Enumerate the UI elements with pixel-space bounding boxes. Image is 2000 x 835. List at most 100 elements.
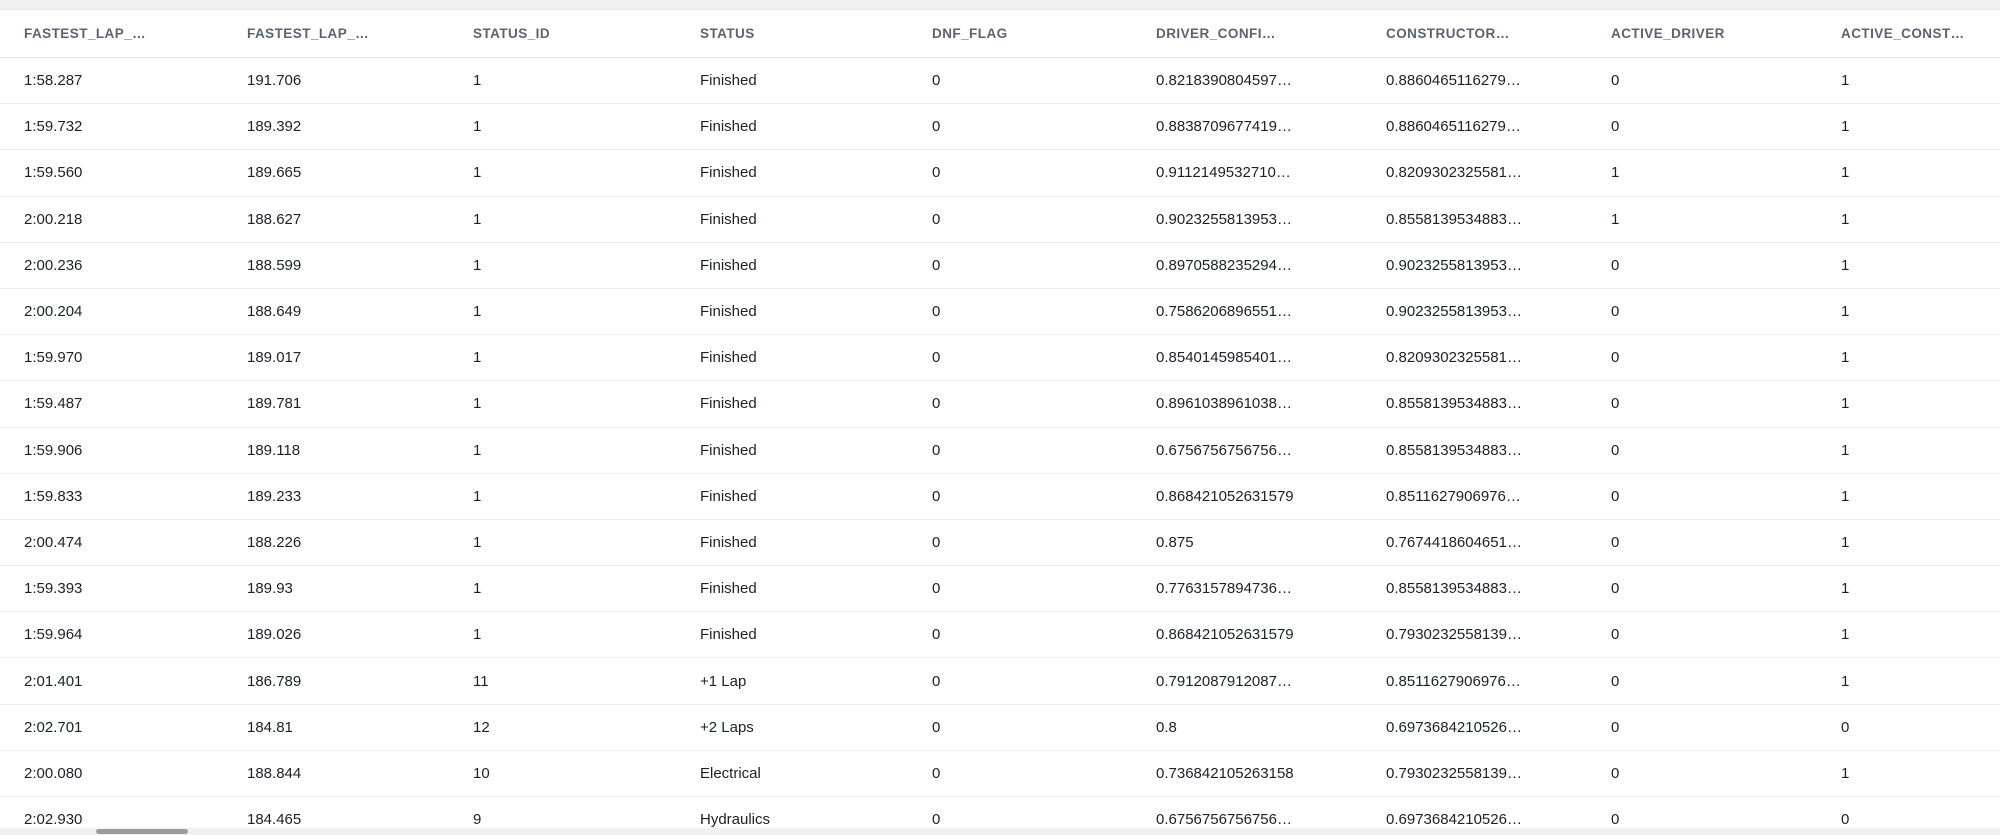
table-cell[interactable]: 0.9112149532710… [1132, 149, 1362, 197]
table-cell[interactable]: 189.118 [223, 427, 449, 474]
table-cell[interactable]: 1 [1817, 149, 2000, 197]
table-cell[interactable]: 2:00.080 [0, 750, 223, 798]
table-cell[interactable]: Finished [676, 519, 908, 567]
table-cell[interactable]: 0.7674418604651… [1362, 519, 1587, 567]
table-cell[interactable]: 0 [908, 750, 1132, 798]
table-cell[interactable]: Finished [676, 473, 908, 520]
table-cell[interactable]: 0 [1587, 427, 1817, 474]
table-cell[interactable]: 188.649 [223, 288, 449, 336]
table-cell[interactable]: 0.8511627906976… [1362, 657, 1587, 705]
table-cell[interactable]: 0 [908, 196, 1132, 243]
table-cell[interactable]: Finished [676, 334, 908, 382]
table-cell[interactable]: 1:59.906 [0, 427, 223, 474]
table-cell[interactable]: 0 [908, 242, 1132, 289]
table-cell[interactable]: 0 [908, 380, 1132, 428]
table-cell[interactable]: 189.017 [223, 334, 449, 382]
table-cell[interactable]: 0 [1587, 565, 1817, 613]
table-cell[interactable]: 1 [1817, 103, 2000, 151]
table-cell[interactable]: 0 [1587, 288, 1817, 336]
table-cell[interactable]: 0.8 [1132, 704, 1362, 751]
table-cell[interactable]: 1 [1817, 288, 2000, 336]
column-header[interactable]: ACTIVE_CONST… [1817, 10, 2000, 58]
table-cell[interactable]: 0.8209302325581… [1362, 334, 1587, 382]
table-cell[interactable]: 1:59.970 [0, 334, 223, 382]
table-cell[interactable]: 0.7930232558139… [1362, 750, 1587, 798]
table-cell[interactable]: 0.7763157894736… [1132, 565, 1362, 613]
table-cell[interactable]: 0 [908, 565, 1132, 613]
table-cell[interactable]: 0.8511627906976… [1362, 473, 1587, 520]
table-cell[interactable]: 189.026 [223, 611, 449, 659]
table-cell[interactable]: 0 [1587, 611, 1817, 659]
table-cell[interactable]: 1 [449, 427, 676, 474]
table-cell[interactable]: 0.8860465116279… [1362, 57, 1587, 105]
table-cell[interactable]: 0 [908, 427, 1132, 474]
table-cell[interactable]: 1 [449, 196, 676, 243]
table-cell[interactable]: 0 [908, 519, 1132, 567]
table-cell[interactable]: 189.233 [223, 473, 449, 520]
table-cell[interactable]: 0.868421052631579 [1132, 611, 1362, 659]
table-cell[interactable]: 0 [908, 473, 1132, 520]
table-cell[interactable]: 1 [1817, 196, 2000, 243]
table-cell[interactable]: Finished [676, 288, 908, 336]
table-cell[interactable]: 0 [908, 57, 1132, 105]
table-cell[interactable]: 0.7912087912087… [1132, 657, 1362, 705]
table-cell[interactable]: 1 [449, 334, 676, 382]
table-cell[interactable]: Finished [676, 380, 908, 428]
table-cell[interactable]: 2:02.701 [0, 704, 223, 751]
table-cell[interactable]: 0.8218390804597… [1132, 57, 1362, 105]
table-cell[interactable]: 1:59.833 [0, 473, 223, 520]
table-cell[interactable]: 188.599 [223, 242, 449, 289]
table-cell[interactable]: 1 [1817, 611, 2000, 659]
table-cell[interactable]: 0 [908, 611, 1132, 659]
horizontal-scrollbar-track[interactable] [0, 828, 2000, 835]
table-cell[interactable]: 184.81 [223, 704, 449, 751]
table-cell[interactable]: 11 [449, 657, 676, 705]
table-cell[interactable]: 0 [1817, 704, 2000, 751]
table-cell[interactable]: 1 [1817, 565, 2000, 613]
column-header[interactable]: DNF_FLAG [908, 10, 1132, 58]
table-cell[interactable]: 0.9023255813953… [1362, 242, 1587, 289]
table-cell[interactable]: 189.781 [223, 380, 449, 428]
table-cell[interactable]: 0.8558139534883… [1362, 565, 1587, 613]
table-cell[interactable]: 0 [1587, 750, 1817, 798]
table-cell[interactable]: 1:59.487 [0, 380, 223, 428]
table-cell[interactable]: 0 [908, 288, 1132, 336]
table-cell[interactable]: 0 [908, 704, 1132, 751]
table-cell[interactable]: 10 [449, 750, 676, 798]
table-cell[interactable]: 1 [1817, 750, 2000, 798]
table-cell[interactable]: Finished [676, 611, 908, 659]
table-cell[interactable]: 1:59.393 [0, 565, 223, 613]
table-cell[interactable]: 0.9023255813953… [1362, 288, 1587, 336]
table-cell[interactable]: Finished [676, 57, 908, 105]
table-cell[interactable]: 188.627 [223, 196, 449, 243]
table-cell[interactable]: 186.789 [223, 657, 449, 705]
table-cell[interactable]: 0 [1587, 103, 1817, 151]
table-cell[interactable]: 0 [1587, 519, 1817, 567]
table-cell[interactable]: 1 [449, 565, 676, 613]
table-cell[interactable]: 0 [908, 334, 1132, 382]
table-cell[interactable]: 1 [449, 473, 676, 520]
table-cell[interactable]: 1 [1817, 427, 2000, 474]
column-header[interactable]: FASTEST_LAP_… [223, 10, 449, 58]
table-cell[interactable]: 1:58.287 [0, 57, 223, 105]
table-cell[interactable]: 1 [449, 57, 676, 105]
table-cell[interactable]: 1 [1817, 334, 2000, 382]
table-cell[interactable]: Finished [676, 565, 908, 613]
table-cell[interactable]: Finished [676, 427, 908, 474]
table-cell[interactable]: 1 [1587, 149, 1817, 197]
table-cell[interactable]: 1:59.560 [0, 149, 223, 197]
table-cell[interactable]: 1:59.732 [0, 103, 223, 151]
table-cell[interactable]: 2:01.401 [0, 657, 223, 705]
table-cell[interactable]: 0.868421052631579 [1132, 473, 1362, 520]
table-cell[interactable]: 1 [1817, 380, 2000, 428]
table-cell[interactable]: 1 [1817, 473, 2000, 520]
column-header[interactable]: STATUS_ID [449, 10, 676, 58]
table-cell[interactable]: 1 [449, 103, 676, 151]
table-cell[interactable]: Electrical [676, 750, 908, 798]
table-cell[interactable]: 0 [908, 103, 1132, 151]
table-cell[interactable]: 1 [449, 288, 676, 336]
table-cell[interactable]: 1 [449, 519, 676, 567]
table-cell[interactable]: 189.93 [223, 565, 449, 613]
table-cell[interactable]: 12 [449, 704, 676, 751]
table-cell[interactable]: 0.736842105263158 [1132, 750, 1362, 798]
